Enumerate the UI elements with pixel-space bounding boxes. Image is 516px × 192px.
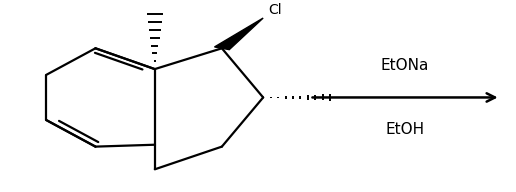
Text: Cl: Cl: [268, 3, 282, 17]
Text: EtOH: EtOH: [385, 122, 425, 137]
Text: EtONa: EtONa: [381, 58, 429, 73]
Polygon shape: [215, 18, 263, 50]
